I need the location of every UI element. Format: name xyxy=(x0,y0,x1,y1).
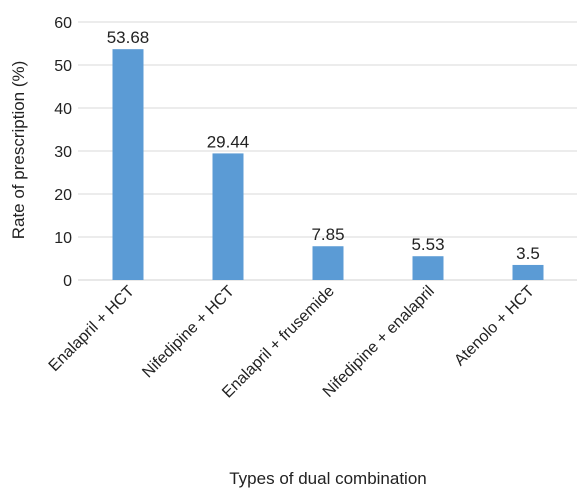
data-label: 7.85 xyxy=(311,225,344,244)
category-label: Atenolo + HCT xyxy=(451,283,538,370)
y-tick-label: 10 xyxy=(54,230,72,247)
data-label: 5.53 xyxy=(411,235,444,254)
category-labels: Enalapril + HCT Nifedipine + HCTEnalapril… xyxy=(46,283,538,402)
y-tick-label: 20 xyxy=(54,187,72,204)
bar xyxy=(212,153,244,280)
bar xyxy=(112,49,144,281)
category-label: Nifedipine + enalapril xyxy=(320,283,438,401)
y-tick-label: 30 xyxy=(54,144,72,161)
category-label: Enalapril + HCT xyxy=(46,283,138,375)
category-label: Nifedipine + HCT xyxy=(139,283,238,382)
gridlines xyxy=(78,21,577,238)
bar xyxy=(412,256,444,280)
x-axis-title: Types of dual combination xyxy=(229,469,427,488)
y-axis-title: Rate of prescription (%) xyxy=(9,61,28,240)
y-tick-label: 0 xyxy=(63,273,72,290)
data-label: 53.68 xyxy=(107,28,150,47)
y-tick-label: 50 xyxy=(54,58,72,75)
axes: 0 10 20 30 40 50 60 xyxy=(54,15,577,290)
category-label: Enalapril + frusemide xyxy=(219,283,338,402)
data-label: 3.5 xyxy=(516,244,540,263)
data-label: 29.44 xyxy=(207,132,250,151)
bar xyxy=(512,264,544,280)
bars xyxy=(112,49,544,281)
y-tick-label: 40 xyxy=(54,101,72,118)
y-tick-label: 60 xyxy=(54,15,72,32)
bar xyxy=(312,246,344,280)
data-labels: 53.68 29.44 7.85 5.53 3.5 xyxy=(107,28,540,263)
